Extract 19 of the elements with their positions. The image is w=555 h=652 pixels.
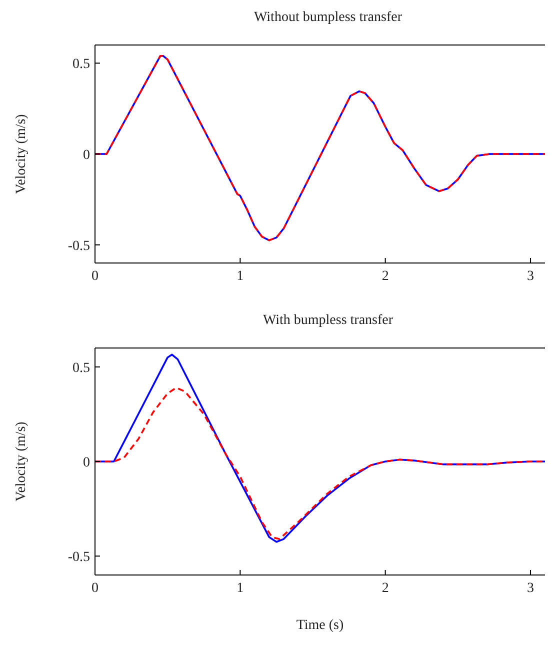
x-axis-title: Time (s) <box>296 618 344 633</box>
line-series <box>95 386 545 540</box>
y-axis-title: Velocity (m/s) <box>14 114 29 194</box>
x-tick-label: 3 <box>526 268 534 284</box>
chart-title: Without bumpless transfer <box>253 9 403 27</box>
x-tick-label: 1 <box>236 268 244 284</box>
x-tick-label: 3 <box>526 580 534 596</box>
x-tick-label: 1 <box>236 580 244 596</box>
line-series <box>95 55 545 242</box>
y-tick-label: 0 <box>83 148 90 163</box>
chart-title: With bumpless transfer <box>262 312 394 330</box>
y-tick-label: 0.5 <box>72 360 90 376</box>
y-tick-label: 0 <box>83 455 90 470</box>
y-axis-title: Velocity (m/s) <box>14 421 29 502</box>
x-tick-label: 2 <box>382 580 389 596</box>
x-tick-label: 2 <box>382 268 389 284</box>
y-tick-label: 0.5 <box>72 57 90 72</box>
y-tick-label: -0.5 <box>68 550 90 566</box>
y-tick-label: -0.5 <box>68 238 90 254</box>
